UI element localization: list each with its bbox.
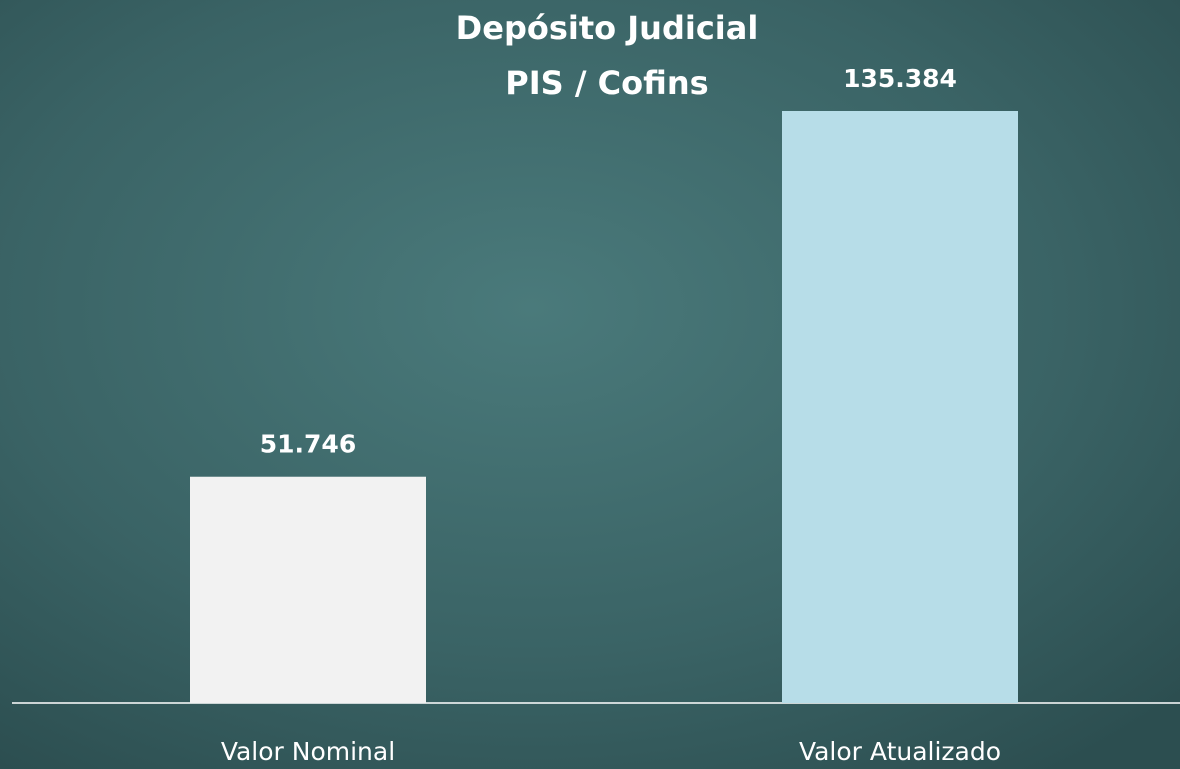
chart-title: PIS / Cofins — [505, 64, 708, 102]
x-tick-label: Valor Atualizado — [799, 737, 1001, 766]
bar — [782, 111, 1018, 703]
bar — [190, 476, 426, 703]
x-tick-label: Valor Nominal — [221, 737, 395, 766]
value-label: 135.384 — [843, 64, 957, 93]
chart-title: Depósito Judicial — [456, 9, 759, 47]
value-label: 51.746 — [260, 430, 356, 459]
